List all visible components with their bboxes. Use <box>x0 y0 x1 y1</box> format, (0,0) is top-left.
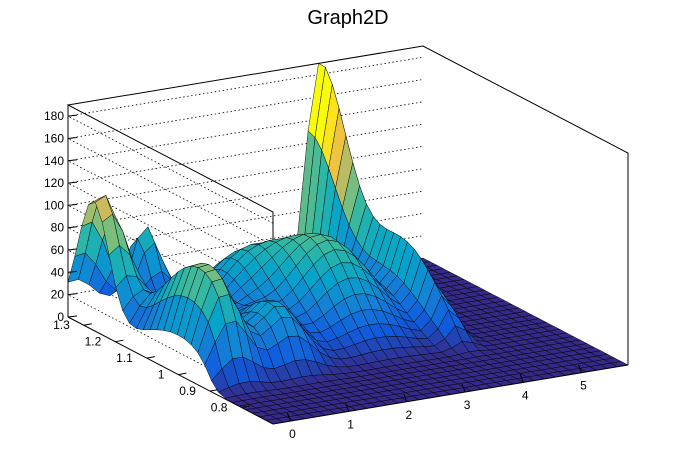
z-tick-label: 100 <box>44 198 64 212</box>
axis-frame-front <box>67 316 629 425</box>
grid-line-z-180 <box>66 56 424 224</box>
z-tick-80 <box>67 226 78 229</box>
z-tick-180 <box>67 114 78 117</box>
x-axis: 0 1 2 3 4 5 <box>286 364 587 441</box>
z-tick-label: 40 <box>51 265 65 279</box>
x-tick-label: 5 <box>580 379 587 393</box>
x-tick-1 <box>345 403 350 412</box>
x-tick-label: 2 <box>406 408 413 422</box>
y-tick-1.3 <box>83 323 92 326</box>
x-tick-3 <box>461 383 466 393</box>
z-tick-60 <box>67 248 78 251</box>
z-tick-label: 120 <box>44 176 64 190</box>
x-tick-5 <box>577 364 582 373</box>
x-tick-label: 1 <box>347 417 354 431</box>
grid-line-z-120 <box>66 123 424 291</box>
z-tick-100 <box>67 203 78 206</box>
z-tick-label: 160 <box>44 131 64 145</box>
z-tick-label: 60 <box>51 243 65 257</box>
left-bottom-edge <box>67 316 274 425</box>
y-tick-label: 0.9 <box>179 384 196 398</box>
y-tick-label: 0.8 <box>211 401 228 415</box>
z-tick-120 <box>67 181 78 184</box>
x-tick-0 <box>286 412 291 422</box>
y-tick-1 <box>178 372 187 376</box>
z-tick-label: 0 <box>57 310 64 324</box>
x-tick-label: 3 <box>464 398 471 412</box>
x-tick-label: 0 <box>289 427 296 441</box>
surface-mesh <box>67 63 629 425</box>
z-tick-40 <box>67 270 78 273</box>
y-tick-1.1 <box>146 356 155 359</box>
y-tick-label: 1.2 <box>85 335 102 349</box>
y-tick-0.8 <box>241 405 250 409</box>
z-tick-0 <box>67 315 78 318</box>
front-bottom-edge <box>272 364 629 425</box>
x-tick-4 <box>519 374 524 383</box>
y-tick-label: 1.1 <box>116 351 133 365</box>
y-tick-1.2 <box>115 339 124 343</box>
z-tick-20 <box>67 293 78 296</box>
x-tick-2 <box>403 393 408 402</box>
z-tick-140 <box>67 159 78 162</box>
z-tick-160 <box>67 136 78 139</box>
z-tick-label: 140 <box>44 154 64 168</box>
z-tick-label: 20 <box>51 288 65 302</box>
grid-line-z-140 <box>66 101 424 269</box>
y-tick-label: 1.3 <box>53 318 70 332</box>
chart-title: Graph2D <box>307 7 388 29</box>
grid-line-z-20 <box>66 235 424 403</box>
grid-line-z-160 <box>66 79 424 246</box>
y-tick-0.9 <box>209 389 219 392</box>
x-tick-label: 4 <box>522 388 529 402</box>
z-axis: 0 20 40 60 80 100 120 140 160 180 <box>44 105 78 324</box>
y-axis: 0.8 0.9 1 1.1 1.2 1.3 <box>53 318 250 415</box>
z-tick-label: 80 <box>51 221 65 235</box>
z-tick-label: 180 <box>44 109 64 123</box>
y-tick-label: 1 <box>158 368 165 382</box>
